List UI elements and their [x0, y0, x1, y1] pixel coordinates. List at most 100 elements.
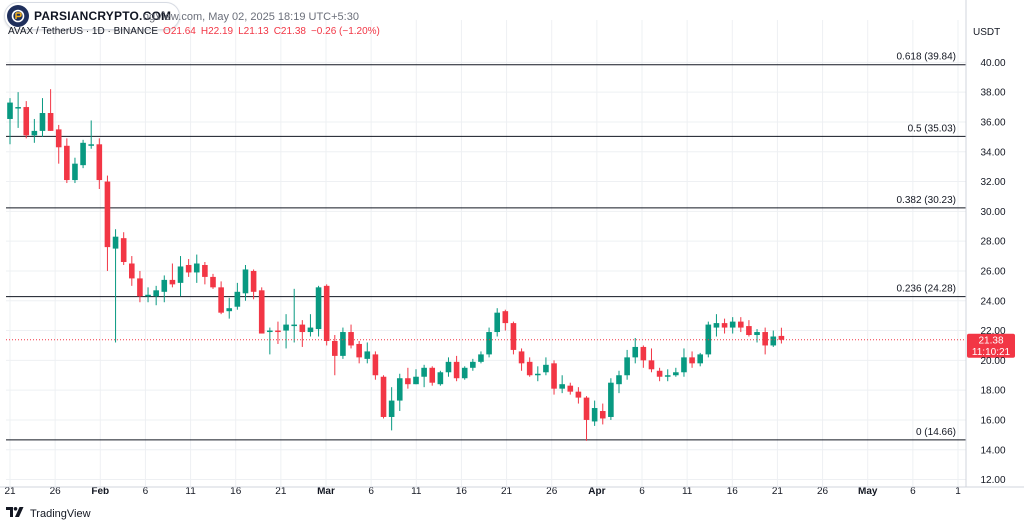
change-value: −0.26 (−1.20%) — [310, 26, 380, 37]
tradingview-icon — [6, 506, 24, 521]
candle-body — [210, 276, 216, 288]
candle-body — [258, 290, 265, 334]
candle-body — [348, 332, 354, 346]
candle-body — [31, 130, 38, 136]
candle-body — [47, 113, 54, 131]
candle-body — [193, 263, 200, 273]
candle-body — [112, 236, 119, 249]
candle-body — [437, 372, 444, 385]
candle-body — [380, 376, 387, 417]
candle-body — [23, 107, 30, 136]
candle-body — [510, 323, 517, 350]
x-tick-label: 26 — [546, 486, 558, 497]
fib-label: 0.618 (39.84) — [897, 52, 957, 63]
y-tick-label: 16.00 — [980, 415, 1005, 426]
candle-body — [689, 357, 695, 364]
candle-body — [656, 370, 663, 377]
candle-body — [648, 360, 655, 370]
candle-body — [713, 323, 720, 328]
x-tick-label: 6 — [143, 486, 149, 497]
x-tick-label: 21 — [4, 486, 16, 497]
candle-body — [315, 287, 322, 330]
tradingview-logo[interactable]: TradingView — [6, 506, 91, 521]
y-tick-label: 24.00 — [980, 296, 1005, 307]
candle-body — [567, 385, 574, 392]
candle-body — [624, 357, 630, 376]
candle-body — [721, 323, 728, 328]
candle-body — [104, 181, 111, 248]
candle-body — [729, 321, 736, 328]
candle-body — [673, 372, 679, 376]
y-tick-label: 30.00 — [980, 207, 1005, 218]
candle-body — [137, 278, 143, 297]
fib-label: 0 (14.66) — [916, 427, 956, 438]
fibonacci-levels: 0.618 (39.84) 0.5 (35.03) 0.382 (30.23) 0.2… — [6, 52, 966, 441]
x-tick-label: 16 — [230, 486, 242, 497]
candle-body — [738, 321, 744, 328]
candle-body — [177, 266, 184, 283]
candle-body — [494, 312, 500, 333]
x-tick-label: 21 — [501, 486, 513, 497]
x-tick-label: 21 — [275, 486, 287, 497]
x-tick-label: 6 — [368, 486, 374, 497]
candle-body — [770, 336, 777, 346]
candle-body — [518, 351, 525, 364]
candle-body — [632, 346, 639, 358]
y-tick-label: 28.00 — [980, 237, 1005, 248]
y-tick-label: 40.00 — [980, 58, 1005, 69]
candle-body — [275, 330, 281, 333]
published-text: ngView.com, May 02, 2025 18:19 UTC+5:30 — [143, 11, 359, 23]
candle-body — [526, 361, 533, 376]
x-tick-label: Apr — [588, 486, 605, 497]
symbol-label[interactable]: AVAX / TetherUS · 1D · BINANCE — [8, 26, 159, 37]
candle-body — [486, 332, 492, 355]
candle-body — [129, 263, 135, 279]
candle-body — [502, 311, 509, 324]
candle-body — [120, 238, 127, 263]
currency-label[interactable]: USDT — [973, 27, 1001, 38]
x-tick-label: 1 — [955, 486, 961, 497]
grid — [6, 20, 966, 487]
x-tick-label: 11 — [185, 486, 196, 497]
candle-body — [762, 332, 768, 346]
close-value: C21.38 — [273, 26, 306, 37]
y-tick-label: 26.00 — [980, 266, 1005, 277]
candle-body — [218, 287, 224, 313]
candle-body — [405, 378, 411, 385]
x-tick-label: 21 — [772, 486, 784, 497]
y-tick-label: 32.00 — [980, 177, 1005, 188]
candle-body — [478, 354, 484, 362]
candle-body — [372, 354, 379, 376]
candle-body — [307, 327, 314, 333]
candle-body — [202, 264, 208, 277]
candle-body — [453, 361, 460, 379]
candle-body — [640, 346, 647, 361]
candle-body — [535, 373, 541, 376]
candle-body — [234, 291, 241, 307]
candle-body — [559, 384, 565, 389]
candle-body — [356, 343, 362, 358]
candle-body — [64, 145, 70, 181]
open-value: O21.64 — [163, 26, 196, 37]
watermark-text: PARSIANCRYPTO.COM — [34, 9, 172, 23]
candle-body — [461, 367, 468, 379]
candle-body — [421, 367, 427, 377]
candle-body — [226, 308, 233, 312]
candle-body — [445, 361, 452, 373]
tradingview-brand: TradingView — [30, 507, 91, 520]
candle-body — [340, 332, 346, 356]
candle-body — [250, 270, 257, 292]
price-label-countdown: 11:10:21 — [972, 347, 1011, 358]
candle-body — [169, 279, 176, 285]
y-tick-label: 22.00 — [980, 326, 1005, 337]
candle-body — [80, 142, 86, 166]
candle-body — [470, 361, 476, 368]
candle-body — [754, 332, 760, 336]
candle-body — [388, 400, 395, 417]
y-tick-label: 14.00 — [980, 445, 1005, 456]
candles — [7, 89, 785, 441]
x-tick-label: 6 — [910, 486, 916, 497]
candle-body — [583, 397, 590, 420]
